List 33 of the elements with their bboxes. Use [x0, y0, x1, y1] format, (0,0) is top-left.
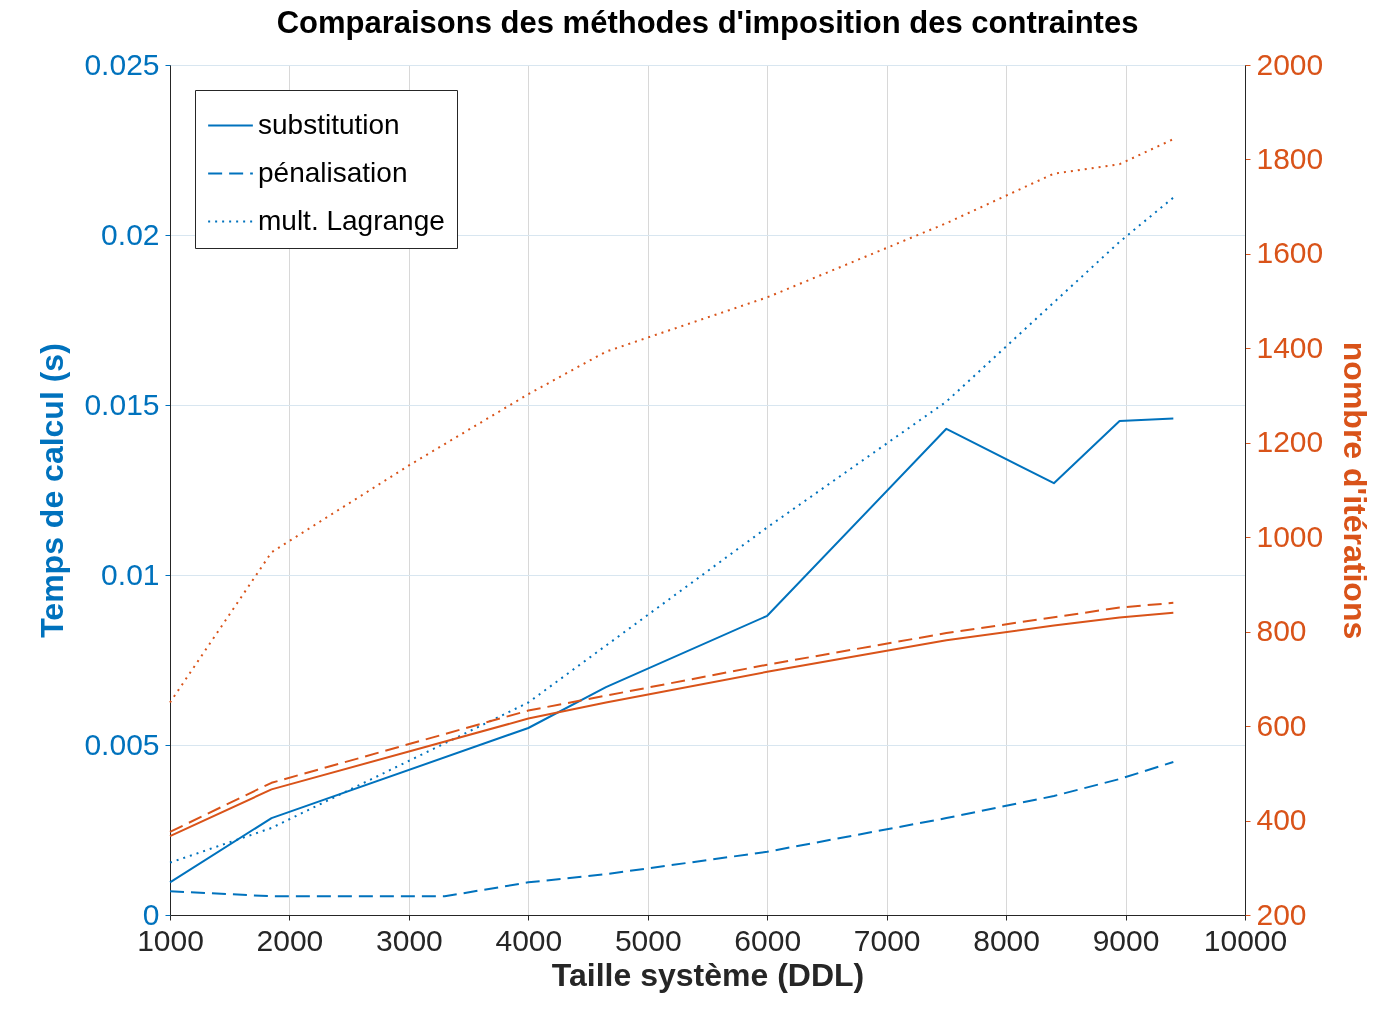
x-tick-label: 8000	[973, 923, 1040, 957]
y2-tick-label: 800	[1256, 614, 1307, 648]
x-tick-label: 5000	[614, 923, 682, 957]
y-tick-label: 0.005	[84, 727, 160, 761]
y2-tick-label: 1000	[1256, 519, 1324, 553]
x-tick-label: 7000	[853, 923, 921, 957]
legend-label: substitution	[258, 108, 400, 140]
y-tick-label: 0.015	[84, 387, 160, 421]
legend-label: mult. Lagrange	[258, 204, 445, 236]
x-tick-label: 6000	[734, 923, 802, 957]
y-tick-label: 0.01	[101, 557, 160, 591]
y-tick-label: 0.02	[101, 217, 160, 251]
x-axis-title: Taille système (DDL)	[551, 956, 865, 993]
y2-tick-label: 1800	[1256, 141, 1324, 175]
x-tick-label: 3000	[376, 923, 443, 957]
y-axis-title: Temps de calcul (s)	[34, 343, 71, 638]
y2-tick-label: 400	[1256, 803, 1307, 837]
line-series	[169, 761, 1175, 898]
y2-tick-label: 2000	[1256, 47, 1324, 81]
x-tick-label: 4000	[495, 923, 563, 957]
y-tick-label: 0	[142, 897, 160, 931]
legend-label: pénalisation	[258, 156, 408, 188]
y2-axis-title: nombre d'itérations	[1337, 341, 1374, 640]
y2-tick-label: 200	[1256, 897, 1307, 931]
line-series	[169, 138, 1175, 704]
x-tick-label: 2000	[256, 923, 324, 957]
y2-tick-label: 600	[1256, 708, 1307, 742]
x-tick-label: 9000	[1092, 923, 1160, 957]
y2-tick-label: 1400	[1256, 330, 1324, 364]
y-tick-label: 0.025	[84, 47, 160, 81]
chart-title: Comparaisons des méthodes d'imposition des contraintes	[276, 5, 1139, 40]
y2-tick-label: 1600	[1256, 236, 1324, 270]
y2-tick-label: 1200	[1256, 425, 1324, 459]
